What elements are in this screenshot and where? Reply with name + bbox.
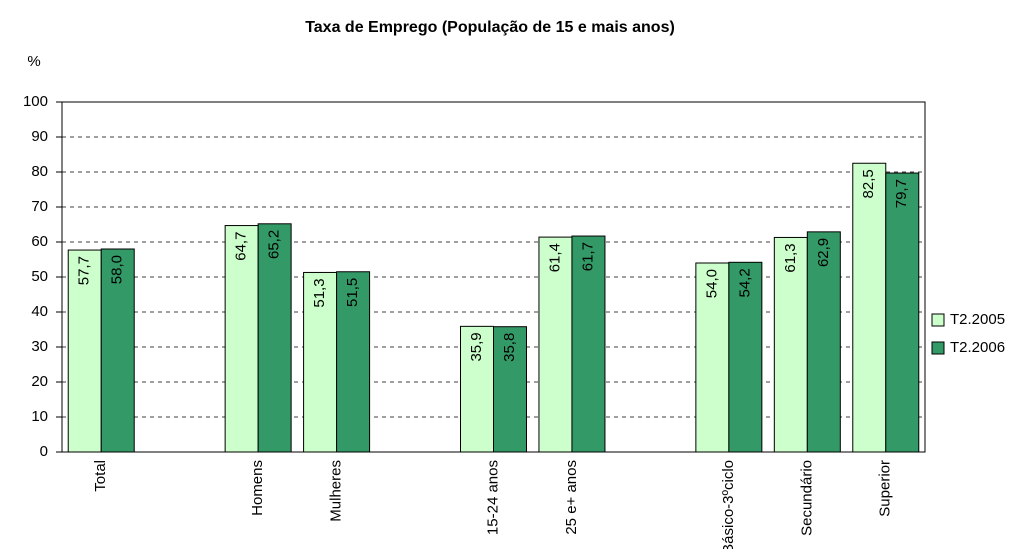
bar: [493, 326, 527, 453]
x-tick-label: Secundário: [798, 460, 815, 536]
value-label: 57,7: [76, 256, 93, 285]
bar: [460, 325, 494, 453]
value-label: 79,7: [893, 179, 910, 208]
x-tick-label: Total: [92, 460, 109, 492]
y-tick-label: 90: [31, 128, 48, 145]
value-label: 61,4: [546, 243, 563, 272]
value-label: 62,9: [815, 238, 832, 267]
bar: [852, 162, 887, 453]
y-tick-label: 10: [31, 408, 48, 425]
legend-label: T2.2006: [950, 339, 1005, 356]
value-label: 51,5: [344, 278, 361, 307]
y-tick-label: 20: [31, 373, 48, 390]
x-tick-label: 25 e+ anos: [563, 460, 580, 535]
x-tick-label: 15-24 anos: [484, 460, 501, 535]
value-label: 64,7: [233, 232, 250, 261]
y-tick-label: 80: [31, 163, 48, 180]
y-tick-label: 30: [31, 338, 48, 355]
y-tick-label: 50: [31, 268, 48, 285]
bar: [571, 235, 606, 453]
x-tick-label: Mulheres: [328, 460, 345, 522]
chart-title: Taxa de Emprego (População de 15 e mais …: [305, 19, 675, 36]
legend-swatch: [931, 313, 945, 327]
value-label: 82,5: [860, 169, 877, 198]
value-label: 54,0: [703, 269, 720, 298]
bar: [806, 231, 841, 453]
legend-label: T2.2005: [950, 311, 1005, 328]
bar: [695, 262, 730, 453]
y-tick-label: 70: [31, 198, 48, 215]
legend-swatch: [931, 341, 945, 355]
value-label: 35,9: [468, 332, 485, 361]
bar: [67, 249, 102, 453]
value-label: 61,3: [782, 243, 799, 272]
x-tick-label: Homens: [249, 460, 266, 516]
x-tick-label: Superior: [877, 460, 894, 517]
value-label: 51,3: [311, 278, 328, 307]
value-label: 61,7: [579, 242, 596, 271]
bar: [336, 271, 371, 453]
bar: [303, 271, 338, 453]
value-label: 65,2: [266, 230, 283, 259]
y-tick-label: 40: [31, 303, 48, 320]
y-tick-label: 0: [40, 443, 48, 460]
y-tick-label: 60: [31, 233, 48, 250]
y-axis-label: %: [27, 53, 40, 70]
bar: [257, 223, 292, 453]
bar: [773, 236, 808, 453]
bar: [100, 248, 135, 453]
value-label: 35,8: [501, 333, 518, 362]
value-label: 58,0: [109, 255, 126, 284]
bar: [728, 261, 763, 453]
value-label: 54,2: [736, 268, 753, 297]
bar: [885, 172, 920, 453]
y-tick-label: 100: [23, 93, 48, 110]
x-tick-label: Até Básico-3ºciclo: [720, 460, 737, 549]
